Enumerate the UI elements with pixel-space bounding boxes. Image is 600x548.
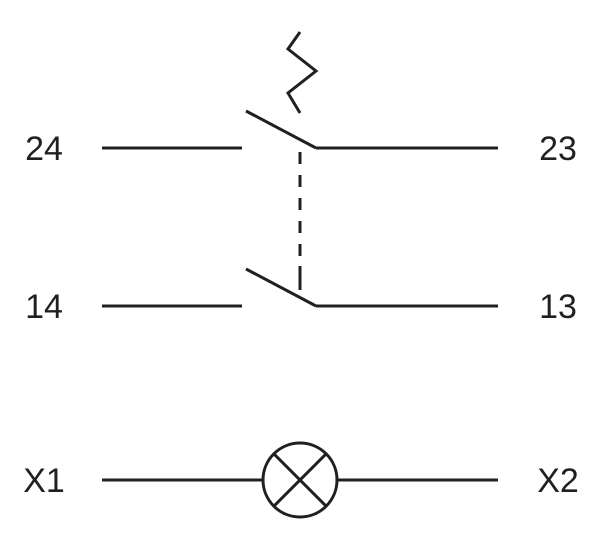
terminal-13-label: 13 bbox=[539, 288, 577, 326]
terminal-x1-label: X1 bbox=[23, 462, 65, 500]
no-contact-arm bbox=[246, 269, 316, 306]
terminal-14-label: 14 bbox=[25, 288, 63, 326]
nc-contact-arm bbox=[246, 111, 316, 148]
schematic-diagram: 24 23 14 13 X1 X2 bbox=[0, 0, 600, 548]
nc-contact-zigzag bbox=[288, 32, 316, 113]
terminal-24-label: 24 bbox=[25, 130, 63, 168]
terminal-x2-label: X2 bbox=[537, 462, 579, 500]
terminal-23-label: 23 bbox=[539, 130, 577, 168]
